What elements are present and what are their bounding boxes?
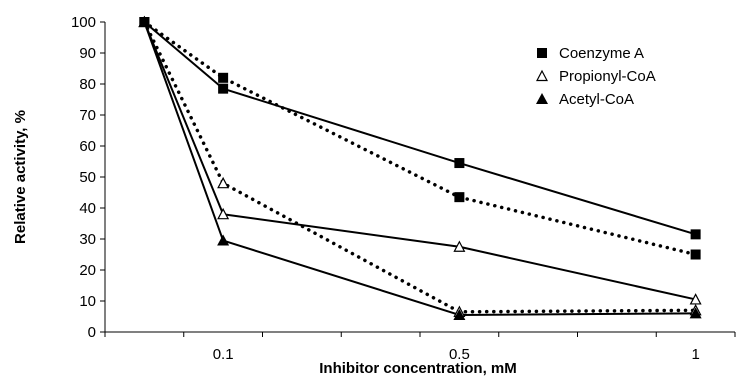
legend-label-0: Coenzyme A xyxy=(559,45,644,62)
legend-marker-2 xyxy=(536,93,548,104)
legend-marker-1 xyxy=(536,69,548,82)
y-tick-label: 60 xyxy=(79,138,96,155)
legend-label-1: Propionyl-CoA xyxy=(559,68,656,85)
legend-label-2: Acetyl-CoA xyxy=(559,91,634,108)
y-tick-label: 20 xyxy=(79,262,96,279)
y-tick-label: 90 xyxy=(79,45,96,62)
series-lines xyxy=(142,20,698,316)
series-1-point xyxy=(217,207,230,220)
y-tick-label: 30 xyxy=(79,231,96,248)
series-0-point xyxy=(218,72,229,83)
x-axis-title: Inhibitor concentration, mM xyxy=(319,360,517,377)
y-tick-label: 100 xyxy=(71,14,96,31)
x-tick-label: 1 xyxy=(691,346,699,363)
series-2-point xyxy=(217,234,230,246)
series-0-point xyxy=(218,83,229,94)
series-1-solid-line xyxy=(143,21,696,301)
series-1-dotted-line xyxy=(142,20,698,314)
series-1-point xyxy=(217,176,230,189)
series-2-point xyxy=(453,308,466,320)
legend-marker-0 xyxy=(537,48,547,58)
series-0-point xyxy=(454,158,465,169)
series-1-point xyxy=(453,240,466,252)
y-tick-label: 50 xyxy=(79,169,96,186)
y-tick-label: 80 xyxy=(79,76,96,93)
series-0-dotted-line xyxy=(142,20,698,257)
x-tick-label: 0.1 xyxy=(213,346,234,363)
y-tick-label: 70 xyxy=(79,107,96,124)
y-tick-label: 40 xyxy=(79,200,96,217)
series-markers xyxy=(138,15,702,320)
y-tick-label: 10 xyxy=(79,293,96,310)
series-1-point xyxy=(689,293,702,305)
series-2-solid-line xyxy=(143,21,696,316)
series-0-point xyxy=(690,229,701,240)
y-tick-label: 0 xyxy=(88,324,96,341)
series-0-solid-line xyxy=(143,21,696,236)
legend: Coenzyme A Propionyl-CoA Acetyl-CoA xyxy=(536,45,656,108)
y-axis-title: Relative activity, % xyxy=(12,110,29,244)
x-tick-label: 0.5 xyxy=(449,346,470,363)
series-0-point xyxy=(690,249,701,260)
series-2-point xyxy=(138,16,151,27)
axes: 0 10 20 30 40 50 60 70 80 90 100 0.1 0.5 1 xyxy=(71,14,736,363)
series-0-point xyxy=(454,192,465,203)
series-2-point xyxy=(689,307,702,319)
